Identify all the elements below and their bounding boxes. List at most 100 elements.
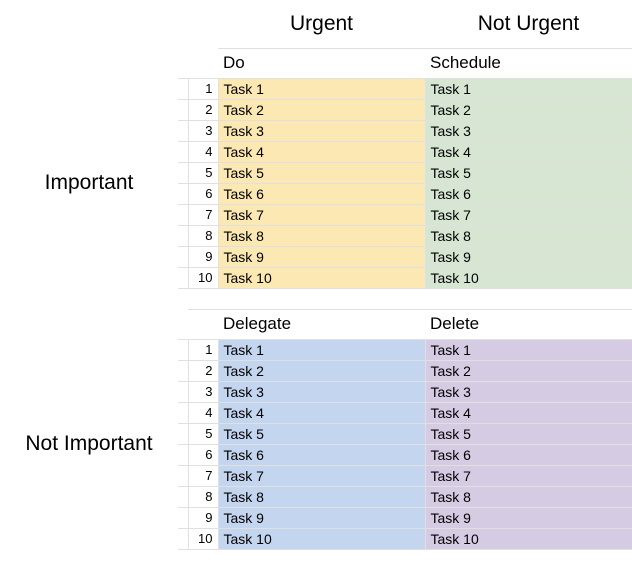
col-heading-urgent: Urgent: [218, 0, 425, 48]
task-cell-do[interactable]: Task 8: [218, 225, 425, 246]
col-spacer: [178, 141, 188, 162]
row-number: 8: [188, 225, 218, 246]
col-spacer: [178, 120, 188, 141]
col-spacer: [178, 48, 188, 78]
task-cell-schedule[interactable]: Task 5: [425, 162, 632, 183]
row-number: 3: [188, 381, 218, 402]
row-number: 4: [188, 402, 218, 423]
col-spacer: [178, 225, 188, 246]
task-cell-delegate[interactable]: Task 9: [218, 507, 425, 528]
col-spacer: [178, 465, 188, 486]
task-cell-delete[interactable]: Task 7: [425, 465, 632, 486]
task-cell-delete[interactable]: Task 4: [425, 402, 632, 423]
task-cell-do[interactable]: Task 7: [218, 204, 425, 225]
task-cell-delegate[interactable]: Task 2: [218, 360, 425, 381]
col-spacer: [178, 78, 188, 99]
col-spacer: [178, 267, 188, 288]
task-cell-schedule[interactable]: Task 1: [425, 78, 632, 99]
num-col-blank: [188, 309, 218, 339]
row-number: 6: [188, 183, 218, 204]
task-cell-do[interactable]: Task 3: [218, 120, 425, 141]
num-col-blank: [188, 0, 218, 48]
task-cell-schedule[interactable]: Task 10: [425, 267, 632, 288]
task-cell-do[interactable]: Task 2: [218, 99, 425, 120]
quad-labels-bottom-row: Delegate Delete: [0, 309, 632, 339]
col-spacer: [178, 486, 188, 507]
empty-corner: [0, 0, 178, 48]
row-number: 10: [188, 267, 218, 288]
task-cell-delegate[interactable]: Task 1: [218, 339, 425, 360]
task-cell-delete[interactable]: Task 1: [425, 339, 632, 360]
row-number: 5: [188, 423, 218, 444]
row-number: 2: [188, 360, 218, 381]
task-row: Important 1 Task 1 Task 1: [0, 78, 632, 99]
col-spacer: [178, 0, 188, 48]
row-number: 7: [188, 465, 218, 486]
task-cell-schedule[interactable]: Task 8: [425, 225, 632, 246]
col-spacer: [178, 246, 188, 267]
task-cell-delegate[interactable]: Task 8: [218, 486, 425, 507]
task-cell-schedule[interactable]: Task 2: [425, 99, 632, 120]
task-cell-delegate[interactable]: Task 4: [218, 402, 425, 423]
eisenhower-matrix-table: Urgent Not Urgent Do Schedule Important …: [0, 0, 632, 550]
task-row: Not Important 1 Task 1 Task 1: [0, 339, 632, 360]
task-cell-do[interactable]: Task 9: [218, 246, 425, 267]
task-cell-delegate[interactable]: Task 10: [218, 528, 425, 549]
task-cell-schedule[interactable]: Task 7: [425, 204, 632, 225]
col-spacer: [178, 423, 188, 444]
task-cell-do[interactable]: Task 6: [218, 183, 425, 204]
col-spacer: [178, 360, 188, 381]
row-heading-blank: [0, 48, 178, 78]
row-heading-not-important: Not Important: [0, 339, 178, 549]
quad-label-delegate: Delegate: [218, 309, 425, 339]
task-cell-delete[interactable]: Task 10: [425, 528, 632, 549]
task-cell-delete[interactable]: Task 8: [425, 486, 632, 507]
quad-labels-top-row: Do Schedule: [0, 48, 632, 78]
num-col-blank: [188, 48, 218, 78]
task-cell-schedule[interactable]: Task 4: [425, 141, 632, 162]
task-cell-delegate[interactable]: Task 6: [218, 444, 425, 465]
row-number: 9: [188, 507, 218, 528]
blank-cell: [218, 288, 425, 309]
col-spacer: [178, 204, 188, 225]
row-number: 6: [188, 444, 218, 465]
task-cell-delete[interactable]: Task 5: [425, 423, 632, 444]
task-cell-schedule[interactable]: Task 9: [425, 246, 632, 267]
task-cell-delegate[interactable]: Task 5: [218, 423, 425, 444]
row-number: 7: [188, 204, 218, 225]
col-spacer: [178, 339, 188, 360]
task-cell-delete[interactable]: Task 2: [425, 360, 632, 381]
row-number: 1: [188, 78, 218, 99]
row-number: 1: [188, 339, 218, 360]
task-cell-delete[interactable]: Task 9: [425, 507, 632, 528]
blank-cell: [178, 288, 188, 309]
row-number: 4: [188, 141, 218, 162]
task-cell-schedule[interactable]: Task 6: [425, 183, 632, 204]
row-number: 5: [188, 162, 218, 183]
col-spacer: [178, 528, 188, 549]
row-number: 10: [188, 528, 218, 549]
row-number: 9: [188, 246, 218, 267]
task-cell-do[interactable]: Task 4: [218, 141, 425, 162]
task-cell-delegate[interactable]: Task 3: [218, 381, 425, 402]
task-cell-do[interactable]: Task 1: [218, 78, 425, 99]
task-cell-delegate[interactable]: Task 7: [218, 465, 425, 486]
col-heading-not-urgent: Not Urgent: [425, 0, 632, 48]
col-spacer: [178, 162, 188, 183]
quad-label-delete: Delete: [425, 309, 632, 339]
col-spacer: [178, 99, 188, 120]
task-cell-delete[interactable]: Task 3: [425, 381, 632, 402]
row-number: 2: [188, 99, 218, 120]
col-spacer: [178, 402, 188, 423]
task-cell-do[interactable]: Task 10: [218, 267, 425, 288]
col-spacer: [178, 444, 188, 465]
col-spacer: [178, 309, 188, 339]
col-spacer: [178, 507, 188, 528]
task-cell-do[interactable]: Task 5: [218, 162, 425, 183]
blank-cell: [0, 288, 178, 309]
quad-label-schedule: Schedule: [425, 48, 632, 78]
row-heading-important: Important: [0, 78, 178, 288]
task-cell-delete[interactable]: Task 6: [425, 444, 632, 465]
row-heading-blank: [0, 309, 178, 339]
task-cell-schedule[interactable]: Task 3: [425, 120, 632, 141]
